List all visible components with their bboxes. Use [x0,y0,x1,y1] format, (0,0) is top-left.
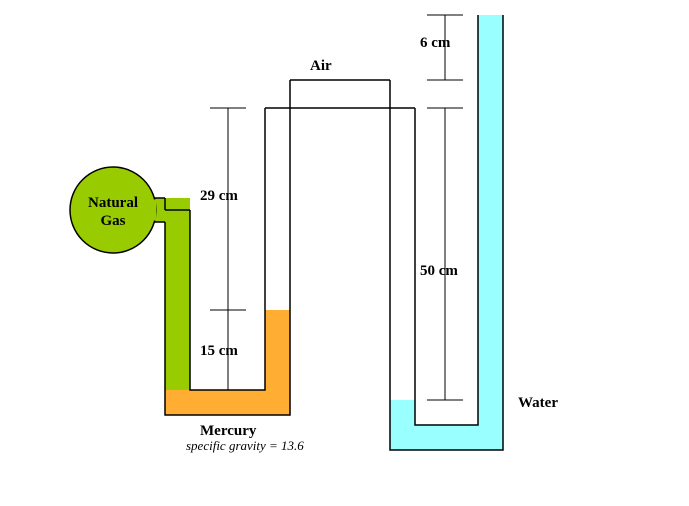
label-29cm: 29 cm [200,188,238,204]
label-air: Air [310,58,332,74]
manometer-diagram: Natural Gas Air Mercuryspecific gravity = 1… [0,0,689,506]
label-6cm: 6 cm [420,35,451,51]
label-natural-gas-2: Gas [100,213,125,229]
label-water: Water [518,395,558,411]
label-mercury-sg: specific gravity = 13.6 [186,438,304,453]
label-15cm: 15 cm [200,343,238,359]
label-50cm: 50 cm [420,263,458,279]
label-natural-gas-1: Natural [88,195,138,211]
gas-fill-leg [165,210,190,390]
label-mercury: Mercury [200,423,257,439]
tube2-inner [415,15,478,425]
